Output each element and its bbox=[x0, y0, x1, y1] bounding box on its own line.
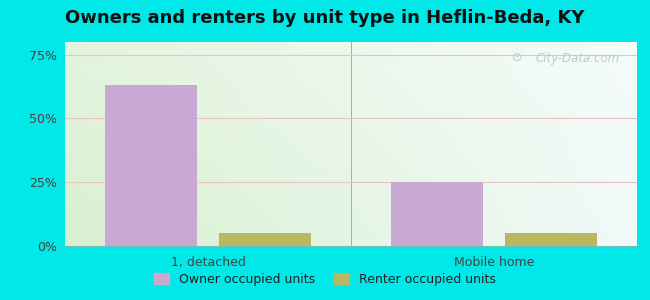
Text: ⊙: ⊙ bbox=[512, 51, 523, 64]
Legend: Owner occupied units, Renter occupied units: Owner occupied units, Renter occupied un… bbox=[149, 268, 501, 291]
Bar bbox=[105, 85, 196, 246]
Bar bbox=[391, 182, 482, 246]
Text: Owners and renters by unit type in Heflin-Beda, KY: Owners and renters by unit type in Hefli… bbox=[65, 9, 585, 27]
Text: City-Data.com: City-Data.com bbox=[536, 52, 620, 65]
Bar bbox=[506, 233, 597, 246]
Bar bbox=[220, 233, 311, 246]
